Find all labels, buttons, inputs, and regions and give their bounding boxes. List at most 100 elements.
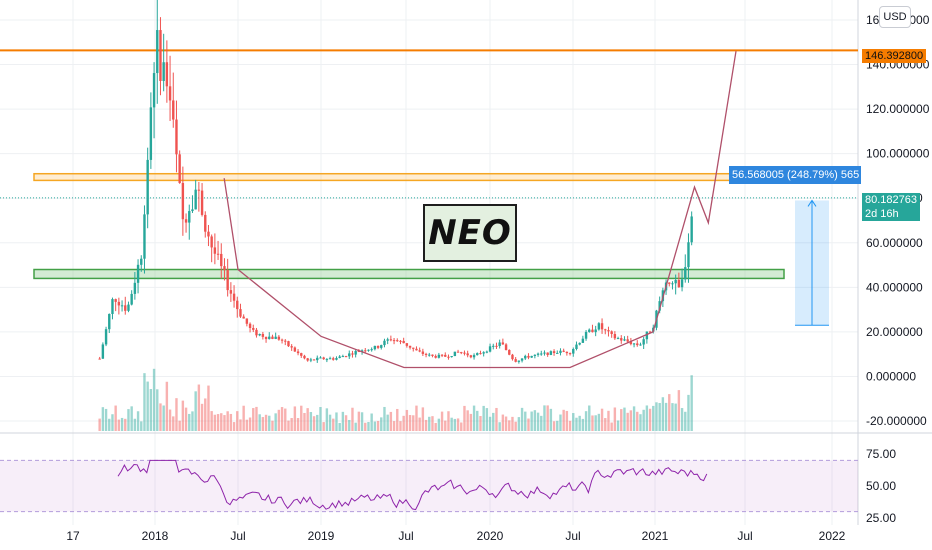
volume-bar bbox=[652, 405, 655, 431]
countdown-value: 2d 16h bbox=[865, 208, 899, 220]
candle-body bbox=[319, 357, 322, 359]
candle-body bbox=[162, 62, 165, 81]
candle-body bbox=[431, 354, 434, 356]
volume-bar bbox=[351, 407, 354, 431]
time-tick-label: 2021 bbox=[642, 529, 669, 543]
candle-body bbox=[508, 349, 511, 355]
currency-badge[interactable]: USD bbox=[879, 6, 911, 28]
candle-body bbox=[367, 349, 370, 351]
volume-bar bbox=[197, 384, 201, 431]
candle-body bbox=[399, 340, 402, 342]
candle-body bbox=[111, 299, 114, 314]
volume-bar bbox=[357, 411, 361, 431]
candle-body bbox=[290, 346, 293, 348]
price-tick-label: -20.000000 bbox=[866, 414, 927, 428]
candle-body bbox=[357, 351, 361, 353]
volume-bar bbox=[613, 407, 617, 431]
volume-bar bbox=[575, 417, 578, 431]
candle-body bbox=[415, 348, 418, 351]
candle-body bbox=[146, 159, 149, 215]
candle-body bbox=[274, 336, 277, 339]
candle-body bbox=[495, 345, 498, 347]
candle-body bbox=[645, 331, 649, 340]
candle-body bbox=[456, 351, 460, 353]
candle-body bbox=[610, 331, 613, 334]
candle-body bbox=[143, 214, 146, 259]
candle-body bbox=[498, 342, 501, 347]
volume-bar bbox=[527, 418, 530, 431]
candle-body bbox=[255, 329, 258, 336]
candle-body bbox=[671, 283, 674, 285]
volume-bar bbox=[392, 421, 396, 431]
last-price-value: 80.182763 bbox=[865, 194, 917, 206]
candle-body bbox=[277, 336, 281, 340]
volume-bar bbox=[124, 418, 127, 431]
candle-body bbox=[380, 345, 383, 348]
volume-bar bbox=[191, 411, 194, 431]
candle-body bbox=[562, 350, 565, 352]
volume-bar bbox=[511, 416, 514, 431]
volume-bar bbox=[405, 409, 409, 431]
candle-body bbox=[159, 30, 162, 81]
price-axis: 160.000000140.000000120.000000100.000000… bbox=[866, 13, 930, 525]
candle-body bbox=[472, 355, 476, 358]
volume-bar bbox=[604, 418, 607, 431]
candle-body bbox=[156, 30, 159, 74]
volume-bar bbox=[383, 406, 386, 431]
volume-bar bbox=[389, 411, 393, 431]
volume-bar bbox=[508, 420, 511, 431]
candle-body bbox=[604, 329, 607, 331]
time-tick-label: 2020 bbox=[477, 529, 504, 543]
volume-bar bbox=[104, 408, 108, 431]
candle-body bbox=[335, 358, 338, 360]
candle-body bbox=[184, 219, 188, 223]
volume-bar bbox=[482, 405, 485, 431]
candle-body bbox=[258, 334, 261, 336]
volume-bar bbox=[143, 373, 146, 431]
candle-body bbox=[648, 331, 652, 333]
candle-body bbox=[114, 299, 117, 302]
candle-body bbox=[136, 264, 140, 283]
candle-body bbox=[344, 356, 348, 358]
candle-body bbox=[188, 211, 191, 223]
candle-body bbox=[492, 345, 495, 347]
measure-arrowhead bbox=[807, 199, 817, 207]
candle-body bbox=[578, 342, 581, 345]
volume-bars bbox=[98, 368, 693, 431]
candle-body bbox=[316, 357, 319, 361]
candle-body bbox=[341, 356, 345, 358]
candle-body bbox=[623, 339, 626, 341]
volume-bar bbox=[658, 402, 661, 431]
candles bbox=[98, 0, 693, 364]
volume-bar bbox=[108, 418, 111, 431]
volume-bar bbox=[165, 381, 169, 431]
candle-body bbox=[245, 318, 249, 324]
volume-bar bbox=[348, 419, 351, 431]
volume-bar bbox=[620, 409, 623, 431]
volume-bar bbox=[172, 416, 175, 431]
time-axis: 17 2018 Jul 2019 Jul 2020 Jul 2021 Jul 2022 bbox=[66, 529, 845, 543]
candle-body bbox=[370, 349, 373, 351]
volume-bar bbox=[232, 422, 236, 431]
candle-body bbox=[239, 309, 242, 317]
rsi-line bbox=[117, 459, 708, 511]
volume-bar bbox=[412, 415, 415, 431]
candle-body bbox=[488, 346, 492, 352]
volume-bar bbox=[216, 414, 220, 431]
volume-bar bbox=[424, 419, 428, 431]
volume-bar bbox=[239, 419, 242, 431]
volume-bar bbox=[629, 410, 633, 431]
candle-body bbox=[440, 354, 444, 356]
candle-body bbox=[632, 343, 636, 345]
candle-body bbox=[428, 354, 431, 356]
volume-bar bbox=[245, 419, 249, 431]
volume-bar bbox=[581, 418, 585, 431]
volume-bar bbox=[671, 403, 674, 431]
volume-bar bbox=[479, 416, 482, 431]
candle-body bbox=[626, 339, 629, 342]
measure-tool bbox=[795, 199, 829, 326]
candle-body bbox=[418, 350, 421, 352]
candle-body bbox=[373, 345, 377, 350]
volume-bar bbox=[565, 410, 569, 431]
candle-body bbox=[332, 358, 335, 360]
